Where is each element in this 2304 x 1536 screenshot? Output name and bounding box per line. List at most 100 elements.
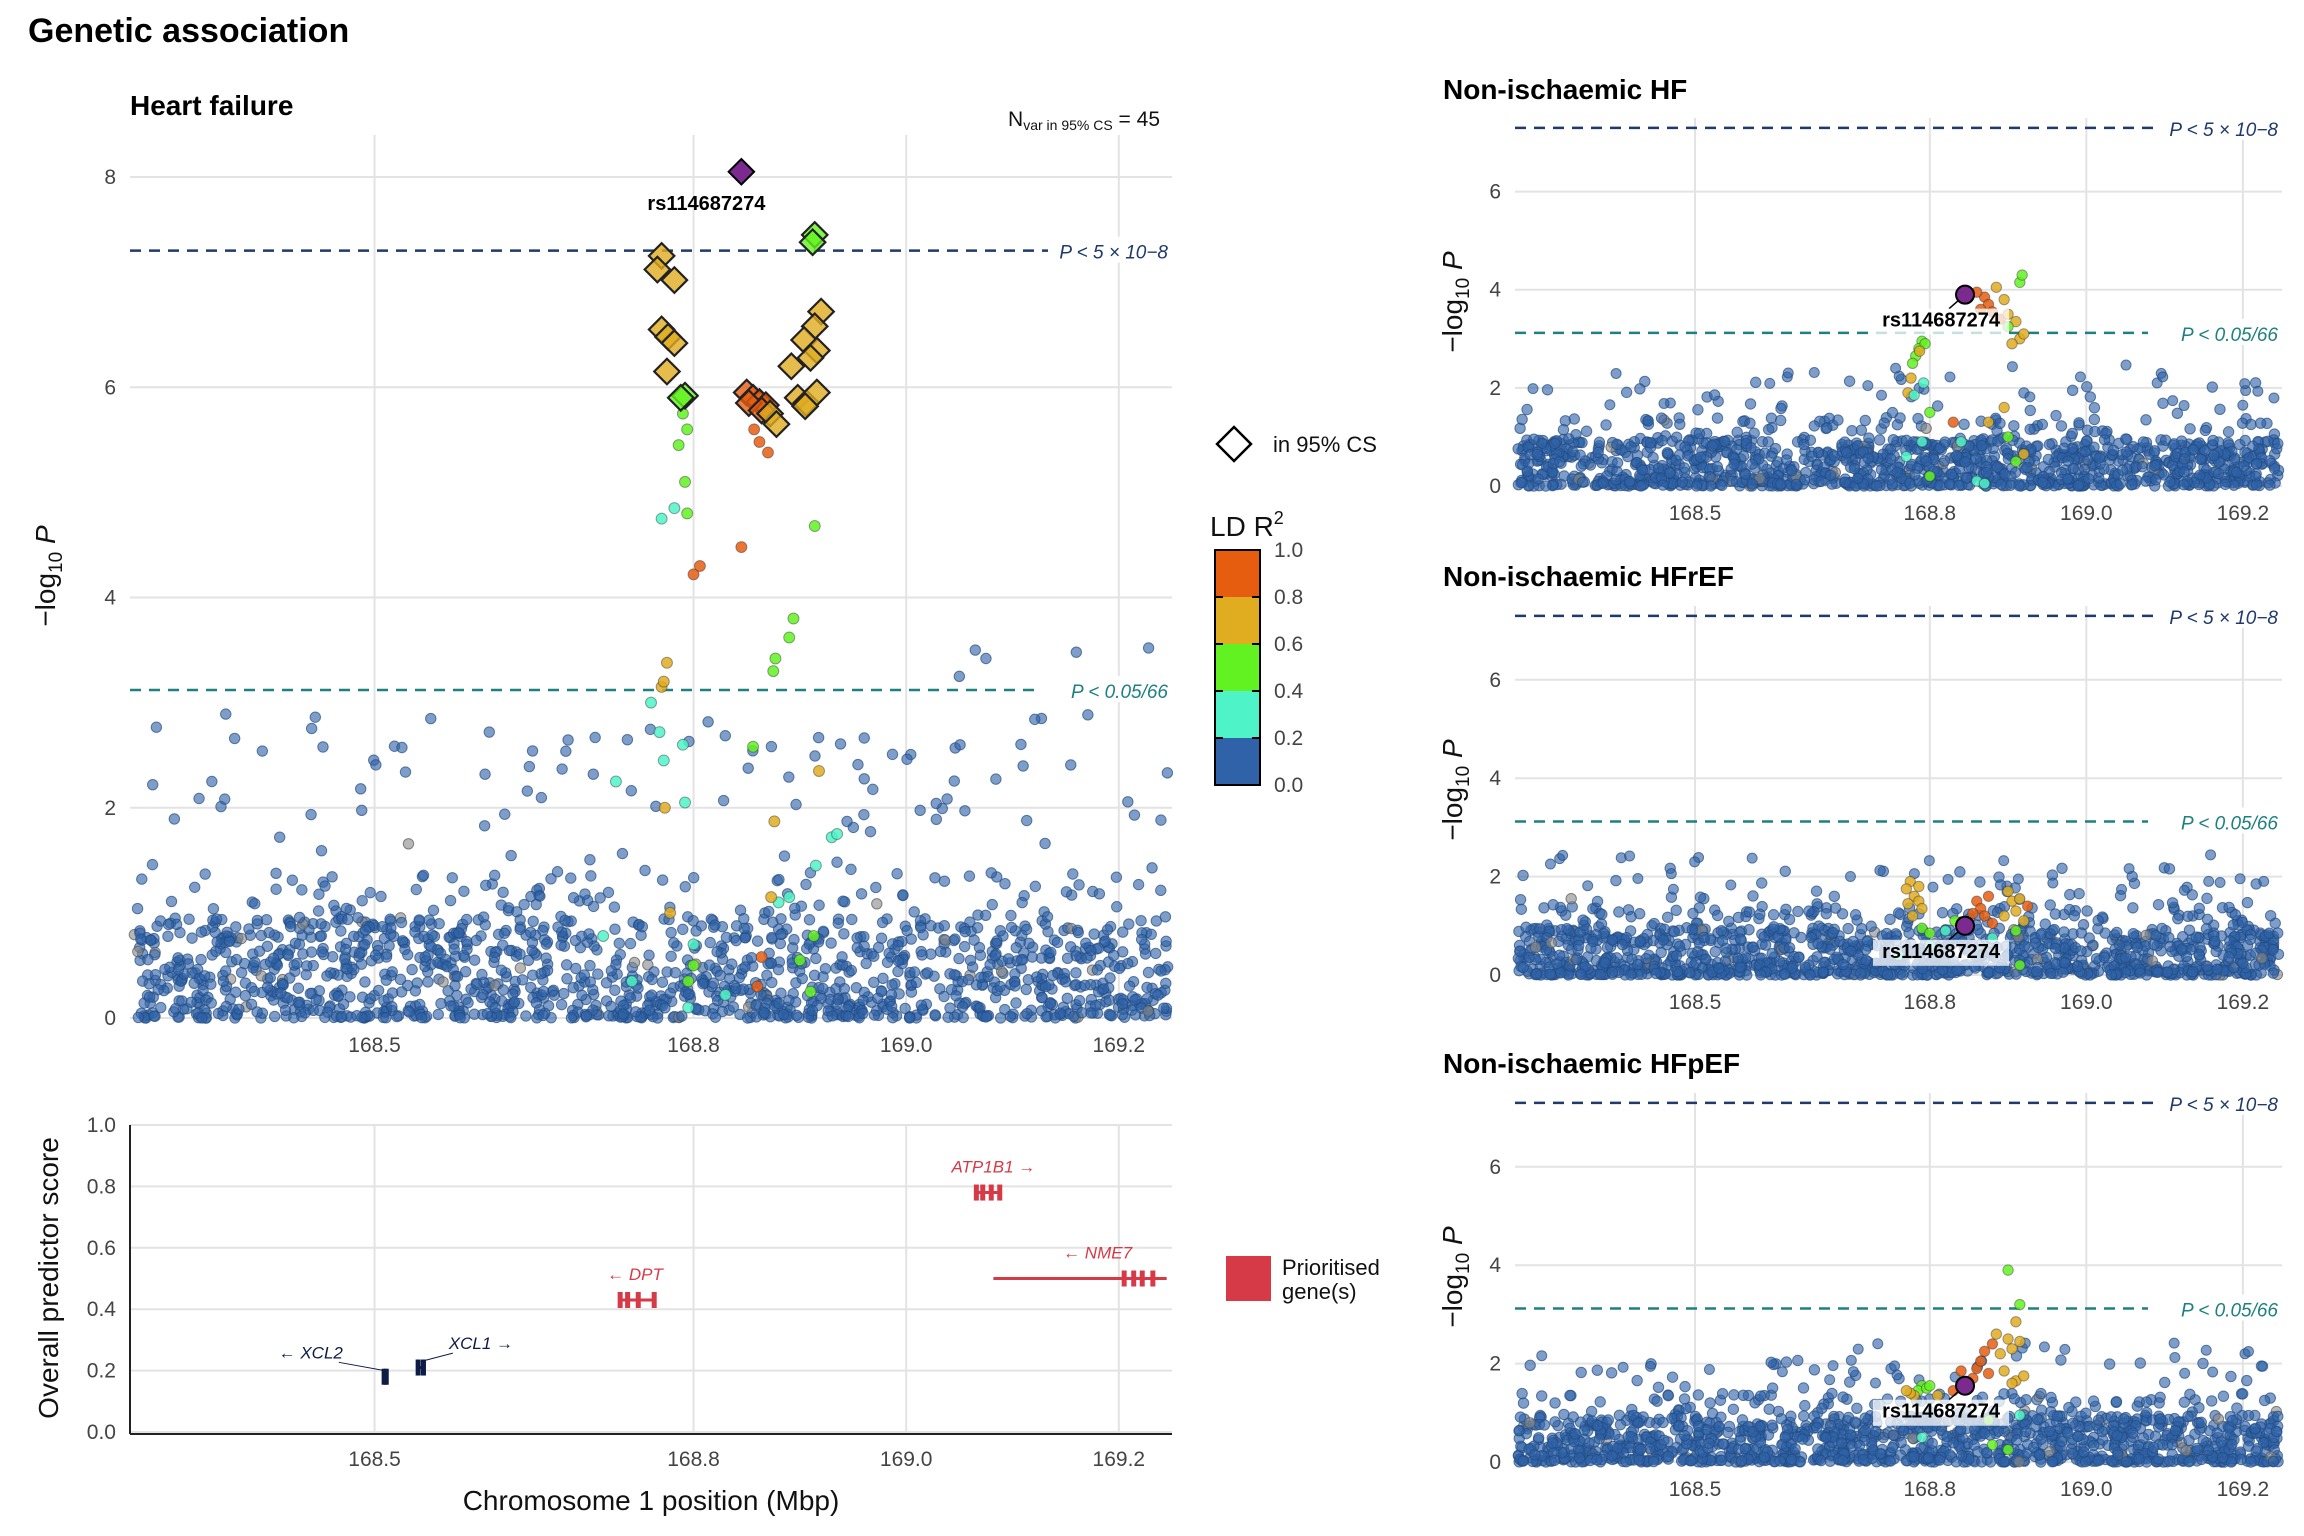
y-tick-label: 0.8 <box>87 1175 116 1198</box>
variant-point <box>1852 472 1864 485</box>
variant-point <box>950 990 962 1002</box>
variant-point <box>2008 420 2020 432</box>
variant-point <box>1029 880 1042 893</box>
variant-point <box>1010 997 1022 1009</box>
variant-point <box>711 995 724 1007</box>
variant-point <box>1091 964 1104 976</box>
variant-point <box>1122 796 1134 808</box>
variant-point <box>2073 417 2085 429</box>
variant-point <box>514 923 526 936</box>
variant-point <box>789 902 801 914</box>
variant-point <box>499 808 511 820</box>
variant-point <box>2123 863 2135 875</box>
variant-point <box>773 873 785 886</box>
variant-point <box>1676 476 1689 488</box>
variant-point <box>143 991 156 1003</box>
variant-point <box>810 952 822 965</box>
ld-variant-point <box>660 656 673 669</box>
variant-point <box>267 952 280 964</box>
variant-point <box>966 961 979 973</box>
variant-point <box>1786 465 1798 477</box>
variant-point <box>1650 967 1662 980</box>
variant-point <box>897 889 909 901</box>
variant-point <box>483 726 495 738</box>
variant-point <box>165 895 178 908</box>
variant-point <box>220 946 232 959</box>
variant-point <box>1862 452 1875 465</box>
variant-point <box>2079 463 2091 476</box>
variant-point <box>1652 462 1665 475</box>
variant-point <box>488 951 501 963</box>
variant-point <box>2149 445 2161 457</box>
variant-point <box>347 930 360 943</box>
variant-point <box>567 891 580 904</box>
variant-point <box>1737 450 1750 462</box>
variant-point <box>2272 927 2284 939</box>
variant-point <box>2088 413 2101 426</box>
variant-point <box>2134 967 2146 979</box>
variant-point <box>625 785 638 797</box>
variant-point <box>148 1010 160 1022</box>
variant-point <box>1593 436 1606 448</box>
variant-point <box>767 916 779 928</box>
variant-point <box>1060 976 1072 988</box>
variant-point <box>1942 873 1954 885</box>
variant-point <box>1745 442 1757 454</box>
variant-point <box>1756 877 1768 889</box>
variant-point <box>2071 960 2084 973</box>
variant-point <box>352 911 364 924</box>
variant-point <box>2045 967 2057 980</box>
variant-point <box>1726 475 1738 487</box>
variant-point <box>817 971 829 983</box>
variant-point <box>1920 422 1932 435</box>
y-tick-label: 4 <box>104 587 116 610</box>
variant-point <box>1731 426 1743 438</box>
variant-point <box>2075 945 2087 957</box>
variant-point <box>2088 401 2101 414</box>
variant-point <box>410 883 422 896</box>
variant-point <box>1073 994 1086 1007</box>
variant-point <box>1021 1008 1033 1020</box>
variant-point <box>172 952 184 964</box>
variant-point <box>1682 450 1694 462</box>
variant-point <box>1070 967 1082 979</box>
variant-point <box>386 966 398 978</box>
variant-point <box>2241 896 2254 909</box>
variant-point <box>503 944 516 957</box>
variant-point <box>1636 464 1649 476</box>
x-tick-label: 168.5 <box>1669 991 1722 1014</box>
variant-point <box>313 888 325 900</box>
variant-point <box>135 933 147 945</box>
gene-nme7: ← NME7 <box>993 1244 1167 1287</box>
variant-point <box>1081 952 1093 964</box>
variant-point <box>1670 950 1683 962</box>
variant-point <box>524 926 537 938</box>
variant-point <box>584 959 596 972</box>
variant-point <box>2127 902 2139 914</box>
variant-point <box>2250 479 2263 491</box>
variant-point <box>1152 989 1164 1001</box>
variant-point <box>2207 434 2219 447</box>
variant-point <box>462 997 474 1009</box>
variant-point <box>845 863 857 876</box>
variant-point <box>1631 1374 1643 1387</box>
variant-point <box>245 998 258 1010</box>
variant-point <box>938 990 950 1003</box>
variant-point <box>426 929 438 941</box>
ld-variant-point <box>2002 885 2014 898</box>
variant-point <box>758 1007 771 1019</box>
variant-point <box>1117 926 1129 938</box>
ld-variant-point <box>807 930 820 943</box>
variant-point <box>143 978 155 990</box>
gene-label-leader <box>420 1352 454 1363</box>
variant-point <box>220 708 232 720</box>
variant-point <box>1521 465 1534 477</box>
variant-point <box>2042 453 2055 466</box>
variant-point <box>2272 437 2284 450</box>
variant-point <box>152 984 164 996</box>
variant-point <box>1792 905 1804 918</box>
variant-point <box>1141 981 1153 994</box>
variant-point <box>2152 966 2164 978</box>
variant-point <box>858 940 870 952</box>
gene-exon <box>617 1291 623 1308</box>
